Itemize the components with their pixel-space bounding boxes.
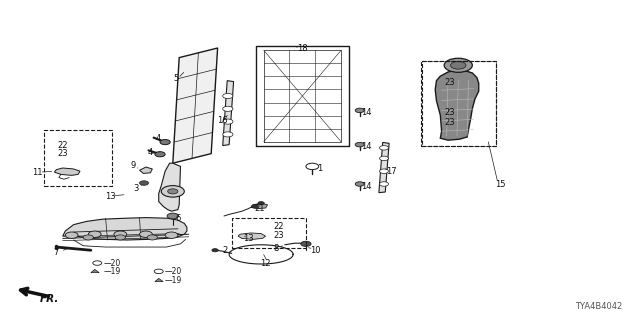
Text: —20: —20 [165,267,182,276]
Text: 2: 2 [223,246,228,255]
Text: 1: 1 [317,164,323,172]
Text: 13: 13 [105,192,115,201]
Circle shape [301,241,311,246]
Circle shape [380,169,388,173]
Polygon shape [379,142,389,193]
Circle shape [140,231,152,237]
Text: 22: 22 [58,141,68,150]
Text: 11: 11 [32,168,42,177]
Circle shape [161,186,184,197]
Text: 5: 5 [173,74,179,83]
Circle shape [160,140,170,145]
Text: 9: 9 [131,161,136,170]
Polygon shape [63,218,187,240]
Polygon shape [251,203,268,209]
Circle shape [115,235,125,240]
Text: 18: 18 [297,44,307,53]
Circle shape [65,232,78,238]
Circle shape [83,235,93,240]
Text: 3: 3 [133,184,138,193]
Text: 12: 12 [260,259,271,268]
Circle shape [154,269,163,274]
Text: FR.: FR. [40,294,59,304]
Circle shape [380,182,388,186]
Bar [421,61,496,146]
Text: 10: 10 [310,246,320,255]
Text: 23: 23 [273,231,284,240]
Polygon shape [140,167,152,173]
Circle shape [167,213,179,219]
Text: 23: 23 [444,118,454,127]
Polygon shape [173,48,218,163]
Text: 21: 21 [254,204,264,213]
Text: 6: 6 [175,214,180,223]
Bar [232,218,306,248]
Text: 14: 14 [361,182,371,191]
Text: 23: 23 [58,149,68,158]
Text: 4: 4 [148,148,153,157]
Circle shape [380,156,388,161]
Circle shape [114,231,127,237]
Polygon shape [91,269,99,273]
Polygon shape [238,233,266,239]
Circle shape [155,152,165,157]
Circle shape [451,61,466,69]
Text: 17: 17 [387,167,397,176]
Polygon shape [54,168,80,175]
Text: 15: 15 [495,180,506,188]
Bar [422,61,496,146]
Polygon shape [223,81,234,146]
Circle shape [165,232,178,238]
Text: —19: —19 [104,267,121,276]
Bar [44,130,112,186]
Circle shape [168,189,178,194]
Circle shape [380,146,388,150]
Text: —20: —20 [104,259,121,268]
Text: 22: 22 [273,222,284,231]
Circle shape [355,108,364,113]
Text: 14: 14 [361,108,371,117]
Polygon shape [155,278,163,282]
Circle shape [223,132,233,137]
Polygon shape [435,70,479,140]
Text: 16: 16 [218,116,228,125]
Circle shape [88,231,101,237]
Circle shape [355,142,364,147]
Text: 14: 14 [361,142,371,151]
Text: 13: 13 [243,234,253,243]
Text: —19: —19 [165,276,182,285]
Circle shape [252,205,258,208]
Circle shape [93,261,102,265]
Circle shape [306,163,319,170]
Text: TYA4B4042: TYA4B4042 [575,302,622,311]
Polygon shape [159,163,180,211]
Circle shape [223,93,233,99]
Circle shape [355,182,364,186]
Circle shape [223,106,233,111]
Circle shape [258,202,264,205]
Text: 8: 8 [274,244,279,253]
Text: 7: 7 [54,248,59,257]
Circle shape [444,58,472,72]
Text: 23: 23 [444,78,454,87]
Text: 23: 23 [444,108,454,117]
Text: 4: 4 [156,134,161,143]
Circle shape [147,235,157,240]
Circle shape [223,119,233,124]
Circle shape [212,249,218,252]
Circle shape [140,181,148,185]
